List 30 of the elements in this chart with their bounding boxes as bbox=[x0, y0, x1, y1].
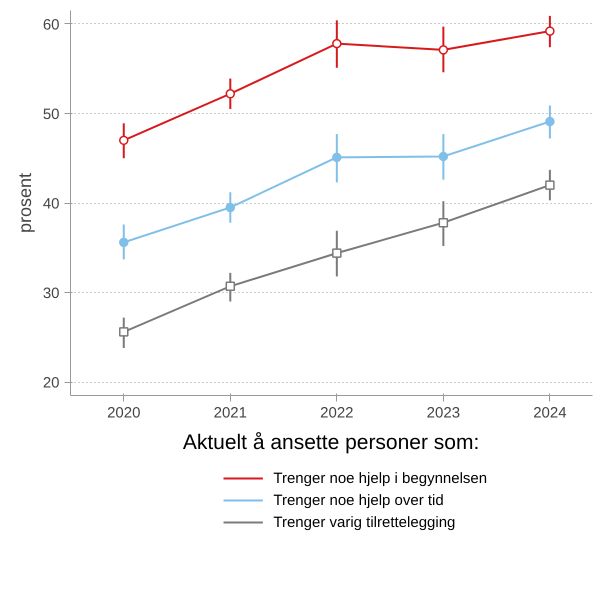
point bbox=[438, 152, 448, 162]
legend-label: Trenger varig tilrettelegging bbox=[273, 514, 456, 531]
point bbox=[226, 202, 236, 212]
point bbox=[545, 26, 555, 36]
point bbox=[545, 180, 555, 190]
x-tick-label: 2024 bbox=[533, 404, 567, 422]
x-tick-label: 2023 bbox=[426, 404, 460, 422]
legend-title: Aktuelt å ansette personer som: bbox=[182, 431, 480, 454]
point bbox=[226, 89, 236, 99]
y-tick-label: 60 bbox=[42, 16, 60, 34]
point bbox=[438, 218, 448, 228]
point bbox=[332, 152, 342, 162]
y-tick-label: 40 bbox=[42, 196, 60, 212]
x-tick-label: 2020 bbox=[107, 404, 140, 422]
point bbox=[119, 238, 129, 248]
point bbox=[119, 136, 129, 146]
x-tick-label: 2021 bbox=[214, 404, 247, 422]
point bbox=[226, 282, 236, 292]
point bbox=[545, 116, 555, 126]
y-tick-label: 20 bbox=[42, 374, 60, 392]
x-tick-label: 2022 bbox=[320, 404, 354, 422]
y-tick-label: 30 bbox=[42, 285, 60, 302]
legend-label: Trenger noe hjelp over tid bbox=[273, 492, 444, 509]
y-axis-title: prosent bbox=[14, 172, 35, 234]
point bbox=[119, 327, 129, 337]
legend-label: Trenger noe hjelp i begynnelsen bbox=[273, 470, 488, 487]
point bbox=[438, 45, 448, 55]
y-tick-label: 50 bbox=[42, 106, 60, 123]
point bbox=[332, 38, 342, 48]
point bbox=[332, 248, 342, 258]
